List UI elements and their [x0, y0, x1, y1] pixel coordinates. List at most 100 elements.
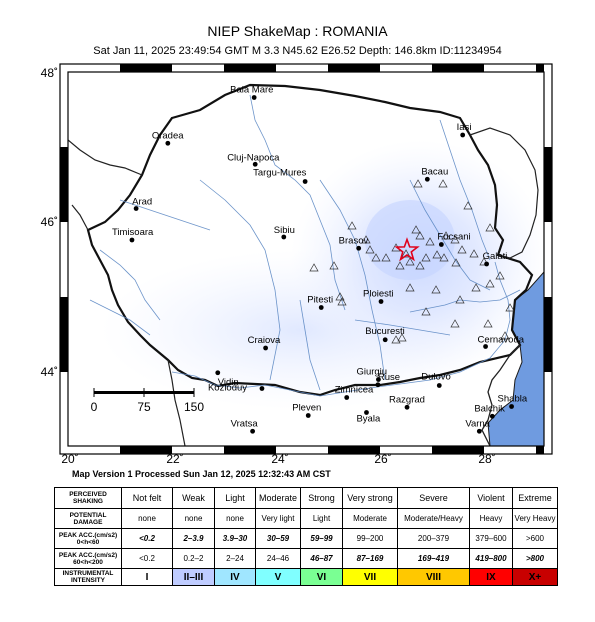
legend-header-acc-deep: PEAK ACC.(cm/s2) 60<h<200 [54, 548, 122, 569]
station-triangle [505, 303, 515, 312]
city-label: Shabla [498, 394, 528, 405]
city-label: Razgrad [389, 394, 425, 405]
frame-segment [60, 147, 68, 222]
bulgaria-border [481, 344, 521, 446]
city-label: Zimnicea [335, 385, 374, 396]
legend-cell: Strong [300, 487, 343, 509]
station-triangle [421, 307, 431, 316]
latitude-labels: 48˚ 46˚ 44˚ [41, 66, 58, 379]
station-triangle [371, 253, 381, 262]
station-triangle [413, 179, 423, 188]
rivers [89, 94, 521, 397]
frame-segment [60, 297, 68, 372]
processed-info: Map Version 1 Processed Sun Jan 12, 2025… [72, 469, 331, 479]
legend-cell: 2–3.9 [172, 528, 215, 549]
city-label: Balchik [474, 403, 505, 414]
intensity-swatch: VIII [397, 568, 470, 586]
legend-cell: 0.2–2 [172, 548, 215, 569]
city-label: Sibiu [274, 225, 295, 236]
lon-label-28: 28˚ [478, 452, 495, 465]
city-label: Brasov [339, 235, 369, 246]
legend-row-shaking: PERCEIVED SHAKING Not felt Weak Light Mo… [54, 487, 558, 509]
legend-cell: none [172, 508, 215, 529]
lat-label-48: 48˚ [41, 66, 58, 80]
legend-cell: 59–99 [300, 528, 343, 549]
legend-cell: Moderate/Heavy [397, 508, 470, 529]
legend-cell: Very Heavy [512, 508, 558, 529]
station-triangle [415, 231, 425, 240]
station-triangle [439, 253, 449, 262]
station-triangle [309, 263, 319, 272]
frame-segment [224, 64, 276, 72]
city-marker [424, 176, 430, 182]
scalebar-label-75: 75 [137, 400, 151, 414]
frame-segment [120, 64, 172, 72]
city-label: Ploiesti [363, 289, 394, 300]
cities: Baia Mare Oradea Cluj-Napoca Targu-Mures Ias… [112, 85, 528, 434]
city-marker [344, 395, 350, 400]
city-label: Iasi [457, 122, 472, 133]
station-triangle [391, 335, 401, 344]
station-triangle [425, 237, 435, 246]
city-label: Giurgiu [356, 367, 387, 378]
scalebar-label-150: 150 [184, 400, 204, 414]
city-label: Bucuresti [365, 326, 405, 337]
frame-segment [536, 446, 544, 454]
legend-cell: >800 [512, 548, 558, 569]
frame-segment [432, 64, 484, 72]
legend-cell: 379–600 [469, 528, 513, 549]
legend-cell: 99–200 [342, 528, 398, 549]
station-triangle [471, 283, 481, 292]
city-label: Timisoara [112, 227, 154, 238]
frame-segment [544, 297, 552, 372]
intensity-swatch: VII [342, 568, 398, 586]
station-triangle [432, 250, 442, 259]
legend-cell: Extreme [512, 487, 558, 509]
city-label: Vratsa [231, 418, 259, 429]
lon-label-24: 24˚ [271, 452, 288, 465]
frame-segment [224, 446, 276, 454]
city-label: Varna [465, 418, 490, 429]
legend-cell: <0.2 [121, 548, 173, 569]
city-marker [252, 161, 258, 167]
legend-cell: Heavy [469, 508, 513, 529]
intensity-swatch: V [255, 568, 301, 586]
city-label: Oradea [152, 130, 184, 141]
legend-cell: Weak [172, 487, 215, 509]
map-frame [59, 63, 553, 455]
intensity-swatch: IX [469, 568, 513, 586]
station-triangle [415, 261, 425, 270]
city-label: Cluj-Napoca [227, 152, 280, 163]
event-info: Sat Jan 11, 2025 23:49:54 GMT M 3.3 N45.… [93, 45, 502, 57]
frame-segment [328, 64, 380, 72]
station-triangle [485, 279, 495, 288]
legend-row-acc-deep: PEAK ACC.(cm/s2) 60<h<200 <0.2 0.2–2 2–2… [54, 548, 558, 569]
station-triangle [405, 257, 415, 266]
legend-cell: 419–800 [469, 548, 513, 569]
station-triangle [337, 297, 347, 306]
station-triangle [411, 225, 421, 234]
station-triangle [450, 319, 460, 328]
city-label: Bacau [421, 166, 448, 177]
frame-segment [536, 64, 544, 72]
city-marker [489, 413, 495, 419]
city-marker [302, 179, 308, 184]
city-marker [259, 386, 265, 391]
city-marker [356, 245, 362, 251]
legend-row-damage: POTENTIAL DAMAGE none none none Very lig… [54, 508, 558, 529]
legend-cell: 46–87 [300, 548, 343, 569]
legend-cell: Violent [469, 487, 513, 509]
city-marker [129, 237, 135, 243]
city-label: Galati [483, 251, 508, 262]
legend-cell: 169–419 [397, 548, 470, 569]
station-triangle [395, 261, 405, 270]
station-triangle [483, 319, 493, 328]
legend-cell: 3.9–30 [214, 528, 256, 549]
intensity-swatch: I [121, 568, 173, 586]
epicenter-star [394, 237, 420, 262]
city-label: Dulovo [421, 372, 451, 383]
station-triangle [479, 257, 489, 266]
serbia-border [167, 359, 186, 446]
station-triangle [495, 271, 505, 280]
city-marker [165, 140, 171, 146]
